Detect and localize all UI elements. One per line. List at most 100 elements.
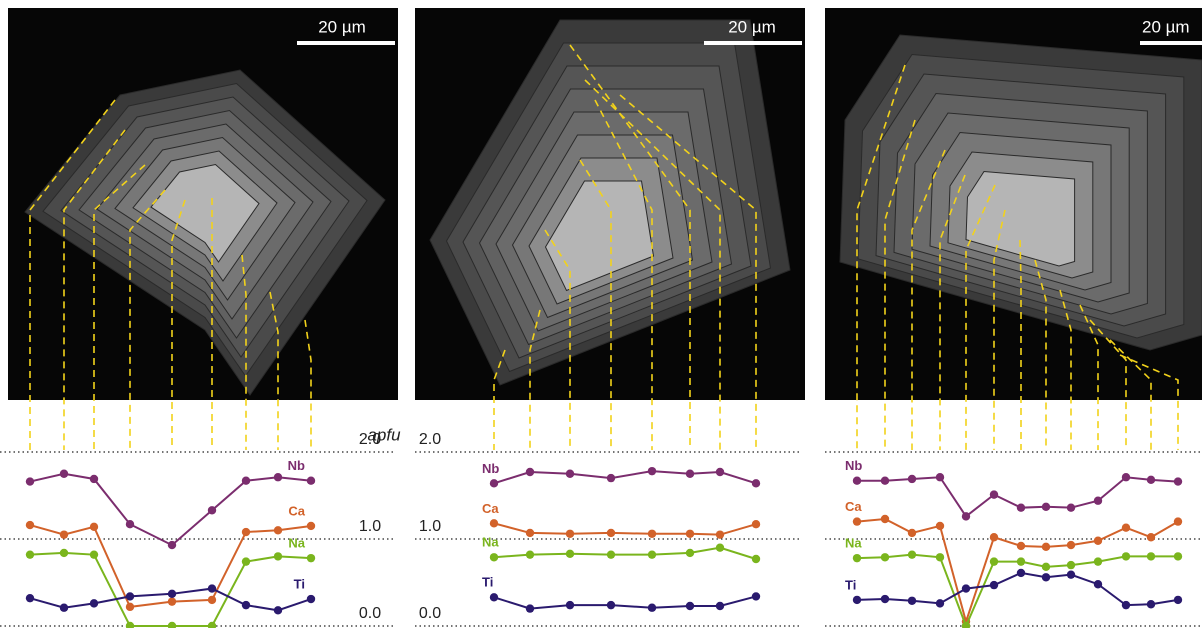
data-point — [1067, 570, 1075, 578]
data-point — [26, 594, 34, 602]
data-point — [990, 581, 998, 589]
series-label: Ti — [845, 577, 856, 592]
data-point — [490, 553, 498, 561]
data-point — [908, 529, 916, 537]
data-point — [60, 604, 68, 612]
data-point — [716, 544, 724, 552]
data-point — [126, 603, 134, 611]
data-point — [1174, 477, 1182, 485]
data-point — [242, 528, 250, 536]
data-point — [566, 550, 574, 558]
scale-label: 20 µm — [728, 17, 776, 36]
data-point — [962, 512, 970, 520]
series-label: Nb — [288, 458, 305, 473]
series-label: Na — [482, 535, 499, 550]
scale-label: 20 µm — [318, 17, 366, 36]
data-point — [716, 530, 724, 538]
data-point — [752, 479, 760, 487]
data-point — [90, 523, 98, 531]
data-point — [908, 550, 916, 558]
data-point — [990, 557, 998, 565]
series-label: Ca — [288, 503, 305, 518]
data-point — [962, 584, 970, 592]
data-point — [566, 601, 574, 609]
data-point — [1094, 557, 1102, 565]
scale-label: 20 µm — [1142, 17, 1190, 36]
data-point — [26, 550, 34, 558]
series-label: Ti — [294, 576, 305, 591]
data-point — [307, 595, 315, 603]
data-point — [1042, 503, 1050, 511]
data-point — [1147, 552, 1155, 560]
data-point — [1017, 557, 1025, 565]
data-point — [881, 595, 889, 603]
data-point — [242, 601, 250, 609]
data-point — [60, 470, 68, 478]
data-point — [90, 475, 98, 483]
data-point — [490, 519, 498, 527]
data-point — [208, 506, 216, 514]
data-point — [1042, 573, 1050, 581]
data-point — [853, 477, 861, 485]
data-point — [607, 529, 615, 537]
data-point — [526, 604, 534, 612]
series-label: Ti — [482, 575, 493, 590]
data-point — [990, 533, 998, 541]
data-point — [1094, 580, 1102, 588]
data-point — [1067, 561, 1075, 569]
data-point — [1122, 523, 1130, 531]
data-point — [26, 521, 34, 529]
series-line — [857, 555, 1178, 626]
data-point — [686, 602, 694, 610]
data-point — [1094, 537, 1102, 545]
data-point — [881, 477, 889, 485]
data-point — [752, 592, 760, 600]
data-point — [1174, 596, 1182, 604]
data-point — [648, 604, 656, 612]
data-point — [242, 477, 250, 485]
series-label: Na — [845, 536, 862, 551]
data-point — [1174, 552, 1182, 560]
data-point — [208, 622, 216, 628]
series-label: Ca — [845, 499, 862, 514]
y-tick-label: 1.0 — [419, 518, 441, 535]
data-point — [1122, 552, 1130, 560]
data-point — [1147, 600, 1155, 608]
data-point — [490, 479, 498, 487]
data-point — [716, 468, 724, 476]
y-tick-label: 1.0 — [359, 518, 381, 535]
data-point — [168, 622, 176, 628]
data-point — [990, 490, 998, 498]
data-point — [490, 593, 498, 601]
y-tick-label: 2.0 — [359, 431, 381, 448]
series-label: Nb — [845, 458, 862, 473]
data-point — [90, 599, 98, 607]
data-point — [648, 467, 656, 475]
data-point — [1017, 542, 1025, 550]
data-point — [126, 592, 134, 600]
data-point — [908, 597, 916, 605]
data-point — [208, 584, 216, 592]
data-point — [526, 550, 534, 558]
data-point — [607, 474, 615, 482]
data-point — [607, 601, 615, 609]
data-point — [648, 530, 656, 538]
data-point — [168, 541, 176, 549]
data-point — [307, 554, 315, 562]
y-tick-label: 0.0 — [419, 605, 441, 622]
data-point — [26, 477, 34, 485]
data-point — [90, 550, 98, 558]
data-point — [126, 520, 134, 528]
data-point — [936, 522, 944, 530]
data-point — [752, 520, 760, 528]
data-point — [853, 554, 861, 562]
data-point — [936, 599, 944, 607]
y-tick-label: 0.0 — [359, 605, 381, 622]
data-point — [853, 517, 861, 525]
data-point — [1067, 541, 1075, 549]
data-point — [274, 526, 282, 534]
data-point — [607, 550, 615, 558]
data-point — [752, 555, 760, 563]
data-point — [716, 602, 724, 610]
data-point — [566, 530, 574, 538]
